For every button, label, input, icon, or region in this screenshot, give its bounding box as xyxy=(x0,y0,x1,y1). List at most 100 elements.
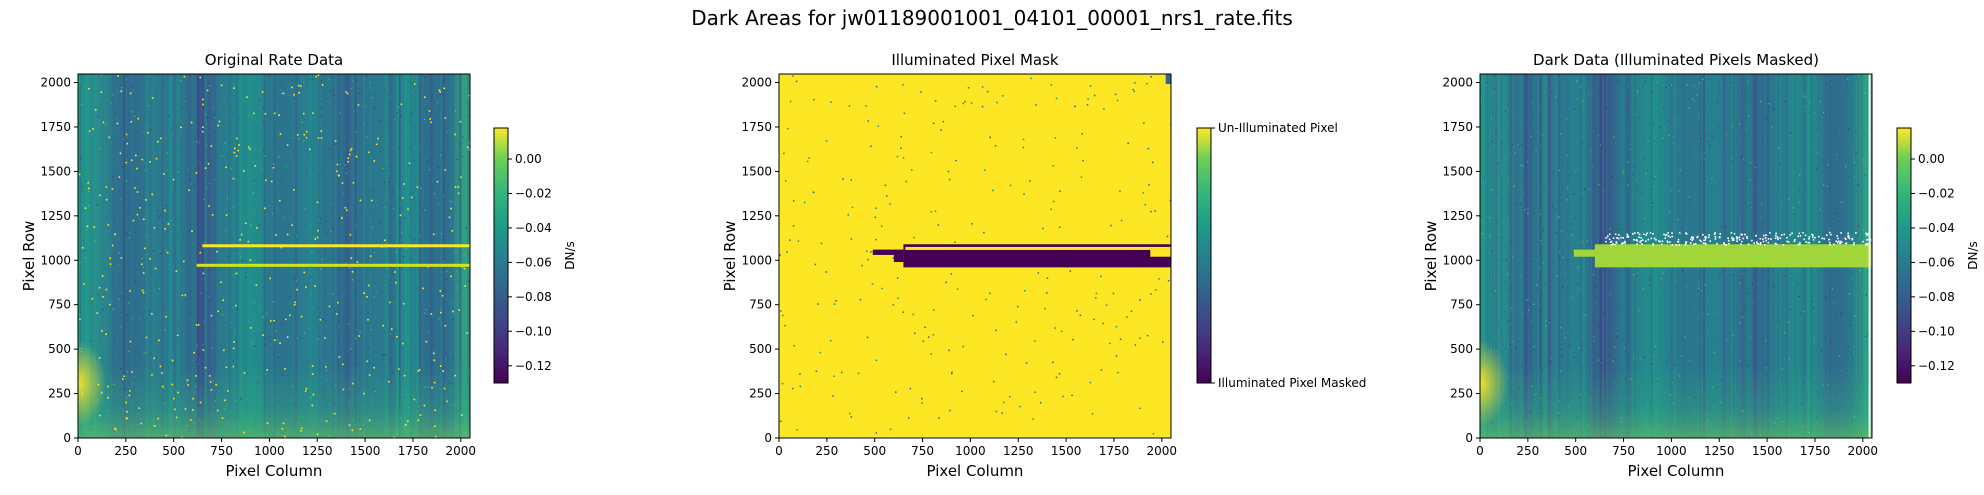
x-tick-label: 1750 xyxy=(1099,444,1130,458)
colorbar-tick-label: −0.12 xyxy=(515,359,552,373)
x-tick-label: 500 xyxy=(863,444,886,458)
y-tick-label: 2000 xyxy=(1442,76,1473,90)
x-tick-label: 0 xyxy=(775,444,783,458)
colorbar-tick-label: −0.08 xyxy=(1918,290,1955,304)
y-tick-label: 1250 xyxy=(1442,209,1473,223)
axes-frame xyxy=(1479,73,1873,439)
y-tick-label: 0 xyxy=(63,431,71,445)
x-tick-label: 500 xyxy=(1564,444,1587,458)
x-axis-label: Pixel Column xyxy=(1628,462,1725,480)
heatmap-image xyxy=(1480,74,1872,438)
x-tick-label: 2000 xyxy=(446,444,477,458)
colorbar-tick-label: −0.08 xyxy=(515,290,552,304)
colorbar-tick-label: −0.12 xyxy=(1918,359,1955,373)
x-tick-label: 2000 xyxy=(1848,444,1879,458)
y-tick-label: 1000 xyxy=(741,253,772,267)
x-tick-label: 1500 xyxy=(350,444,381,458)
y-tick-label: 2000 xyxy=(741,76,772,90)
y-tick-label: 500 xyxy=(48,342,71,356)
panel-title: Illuminated Pixel Mask xyxy=(891,51,1059,69)
x-tick-label: 1000 xyxy=(1656,444,1687,458)
heatmap-image xyxy=(779,74,1171,438)
colorbar-tick-label: −0.06 xyxy=(1918,255,1955,269)
y-tick-label: 250 xyxy=(48,387,71,401)
masked-band xyxy=(1573,249,1605,257)
x-tick-label: 750 xyxy=(1612,444,1635,458)
colorbar-tick-label: 0.00 xyxy=(1918,152,1945,166)
x-tick-label: 2000 xyxy=(1147,444,1178,458)
colorbar-tick-label: −0.02 xyxy=(515,186,552,200)
masked-band xyxy=(903,244,1171,268)
illuminated-trace-upper xyxy=(202,244,470,248)
x-tick-label: 1500 xyxy=(1051,444,1082,458)
x-tick-label: 1250 xyxy=(302,444,333,458)
x-axis-label: Pixel Column xyxy=(226,462,323,480)
colorbar: 0.00 −0.02 −0.04 −0.06 −0.08 −0.10 −0.12 DN/s xyxy=(1896,127,1980,384)
y-tick-label: 1250 xyxy=(741,209,772,223)
panel-title: Dark Data (Illuminated Pixels Masked) xyxy=(1533,51,1819,69)
x-tick-label: 750 xyxy=(911,444,934,458)
y-tick-label: 750 xyxy=(749,298,772,312)
y-tick-label: 0 xyxy=(764,431,772,445)
panel-2: Illuminated Pixel Mask 0 250 500 750 1000 1250… xyxy=(721,51,1366,480)
colorbar-label: DN/s xyxy=(563,241,577,270)
x-axis-label: Pixel Column xyxy=(927,462,1024,480)
y-tick-label: 1500 xyxy=(1442,164,1473,178)
colorbar-tick-label: 0.00 xyxy=(515,152,542,166)
y-tick-label: 500 xyxy=(1450,342,1473,356)
x-tick-label: 1250 xyxy=(1003,444,1034,458)
y-tick-label: 1000 xyxy=(1442,253,1473,267)
y-tick-label: 1500 xyxy=(741,164,772,178)
colorbar-tick-label: Un-Illuminated Pixel xyxy=(1218,121,1338,135)
colorbar-tick-label: Illuminated Pixel Masked xyxy=(1218,376,1366,390)
x-tick-label: 1000 xyxy=(254,444,285,458)
y-tick-label: 1750 xyxy=(40,120,71,134)
x-tick-label: 250 xyxy=(1516,444,1539,458)
x-tick-label: 0 xyxy=(1476,444,1484,458)
y-tick-label: 1750 xyxy=(1442,120,1473,134)
colorbar-tick-label: −0.06 xyxy=(515,255,552,269)
x-tick-label: 1000 xyxy=(955,444,986,458)
y-tick-label: 500 xyxy=(749,342,772,356)
axes-frame xyxy=(77,73,471,439)
y-axis-label: Pixel Row xyxy=(20,221,38,292)
axes-frame xyxy=(778,73,1172,439)
colorbar-tick-label: −0.04 xyxy=(1918,221,1955,235)
y-tick-label: 1250 xyxy=(40,209,71,223)
x-tick-label: 750 xyxy=(210,444,233,458)
colorbar-gradient xyxy=(493,127,509,384)
y-tick-label: 250 xyxy=(1450,387,1473,401)
y-tick-label: 2000 xyxy=(40,76,71,90)
y-axis-label: Pixel Row xyxy=(721,221,739,292)
x-tick-label: 1500 xyxy=(1752,444,1783,458)
y-axis-label: Pixel Row xyxy=(1422,221,1440,292)
y-tick-label: 750 xyxy=(48,298,71,312)
x-tick-label: 250 xyxy=(114,444,137,458)
colorbar-gradient xyxy=(1896,127,1912,384)
colorbar: 0.00 −0.02 −0.04 −0.06 −0.08 −0.10 −0.12 DN/s xyxy=(493,127,577,384)
x-tick-label: 1250 xyxy=(1704,444,1735,458)
colorbar-gradient xyxy=(1196,127,1212,384)
y-tick-label: 0 xyxy=(1465,431,1473,445)
y-tick-label: 1750 xyxy=(741,120,772,134)
y-tick-label: 1000 xyxy=(40,253,71,267)
illuminated-trace-lower xyxy=(196,263,470,267)
x-tick-label: 1750 xyxy=(398,444,429,458)
panel-title: Original Rate Data xyxy=(205,51,343,69)
heatmap-image xyxy=(78,74,470,438)
colorbar-tick-label: −0.04 xyxy=(515,221,552,235)
y-tick-label: 750 xyxy=(1450,298,1473,312)
y-tick-label: 250 xyxy=(749,387,772,401)
panel-1: Original Rate Data 0 250 500 750 1000 1250 1500… xyxy=(20,51,577,480)
panel-3: Dark Data (Illuminated Pixels Masked) 0 25… xyxy=(1422,51,1980,480)
y-tick-label: 1500 xyxy=(40,164,71,178)
x-tick-label: 250 xyxy=(815,444,838,458)
colorbar-tick-label: −0.02 xyxy=(1918,186,1955,200)
colorbar-tick-label: −0.10 xyxy=(1918,324,1955,338)
colorbar: Un-Illuminated Pixel Illuminated Pixel Ma… xyxy=(1196,121,1366,390)
colorbar-tick-label: −0.10 xyxy=(515,324,552,338)
x-tick-label: 0 xyxy=(74,444,82,458)
x-tick-label: 500 xyxy=(162,444,185,458)
colorbar-label: DN/s xyxy=(1966,241,1980,270)
